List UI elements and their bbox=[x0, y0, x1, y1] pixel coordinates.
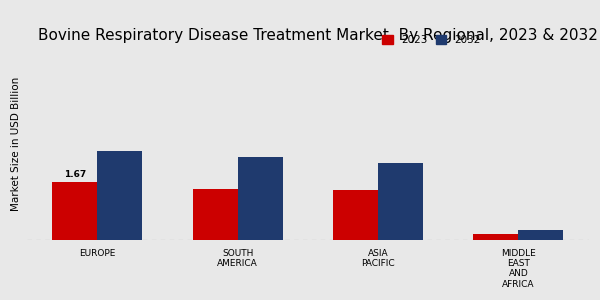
Bar bbox=[333, 190, 378, 240]
Legend: 2023, 2032: 2023, 2032 bbox=[378, 31, 485, 49]
Bar bbox=[238, 157, 283, 240]
Bar bbox=[378, 163, 423, 240]
Bar bbox=[518, 230, 563, 240]
Bar bbox=[52, 182, 97, 240]
Bar bbox=[97, 151, 142, 240]
Text: 1.67: 1.67 bbox=[64, 170, 86, 179]
Bar bbox=[473, 235, 518, 240]
Y-axis label: Market Size in USD Billion: Market Size in USD Billion bbox=[11, 77, 21, 211]
Title: Bovine Respiratory Disease Treatment Market, By Regional, 2023 & 2032: Bovine Respiratory Disease Treatment Mar… bbox=[38, 28, 598, 43]
Bar bbox=[193, 189, 238, 240]
